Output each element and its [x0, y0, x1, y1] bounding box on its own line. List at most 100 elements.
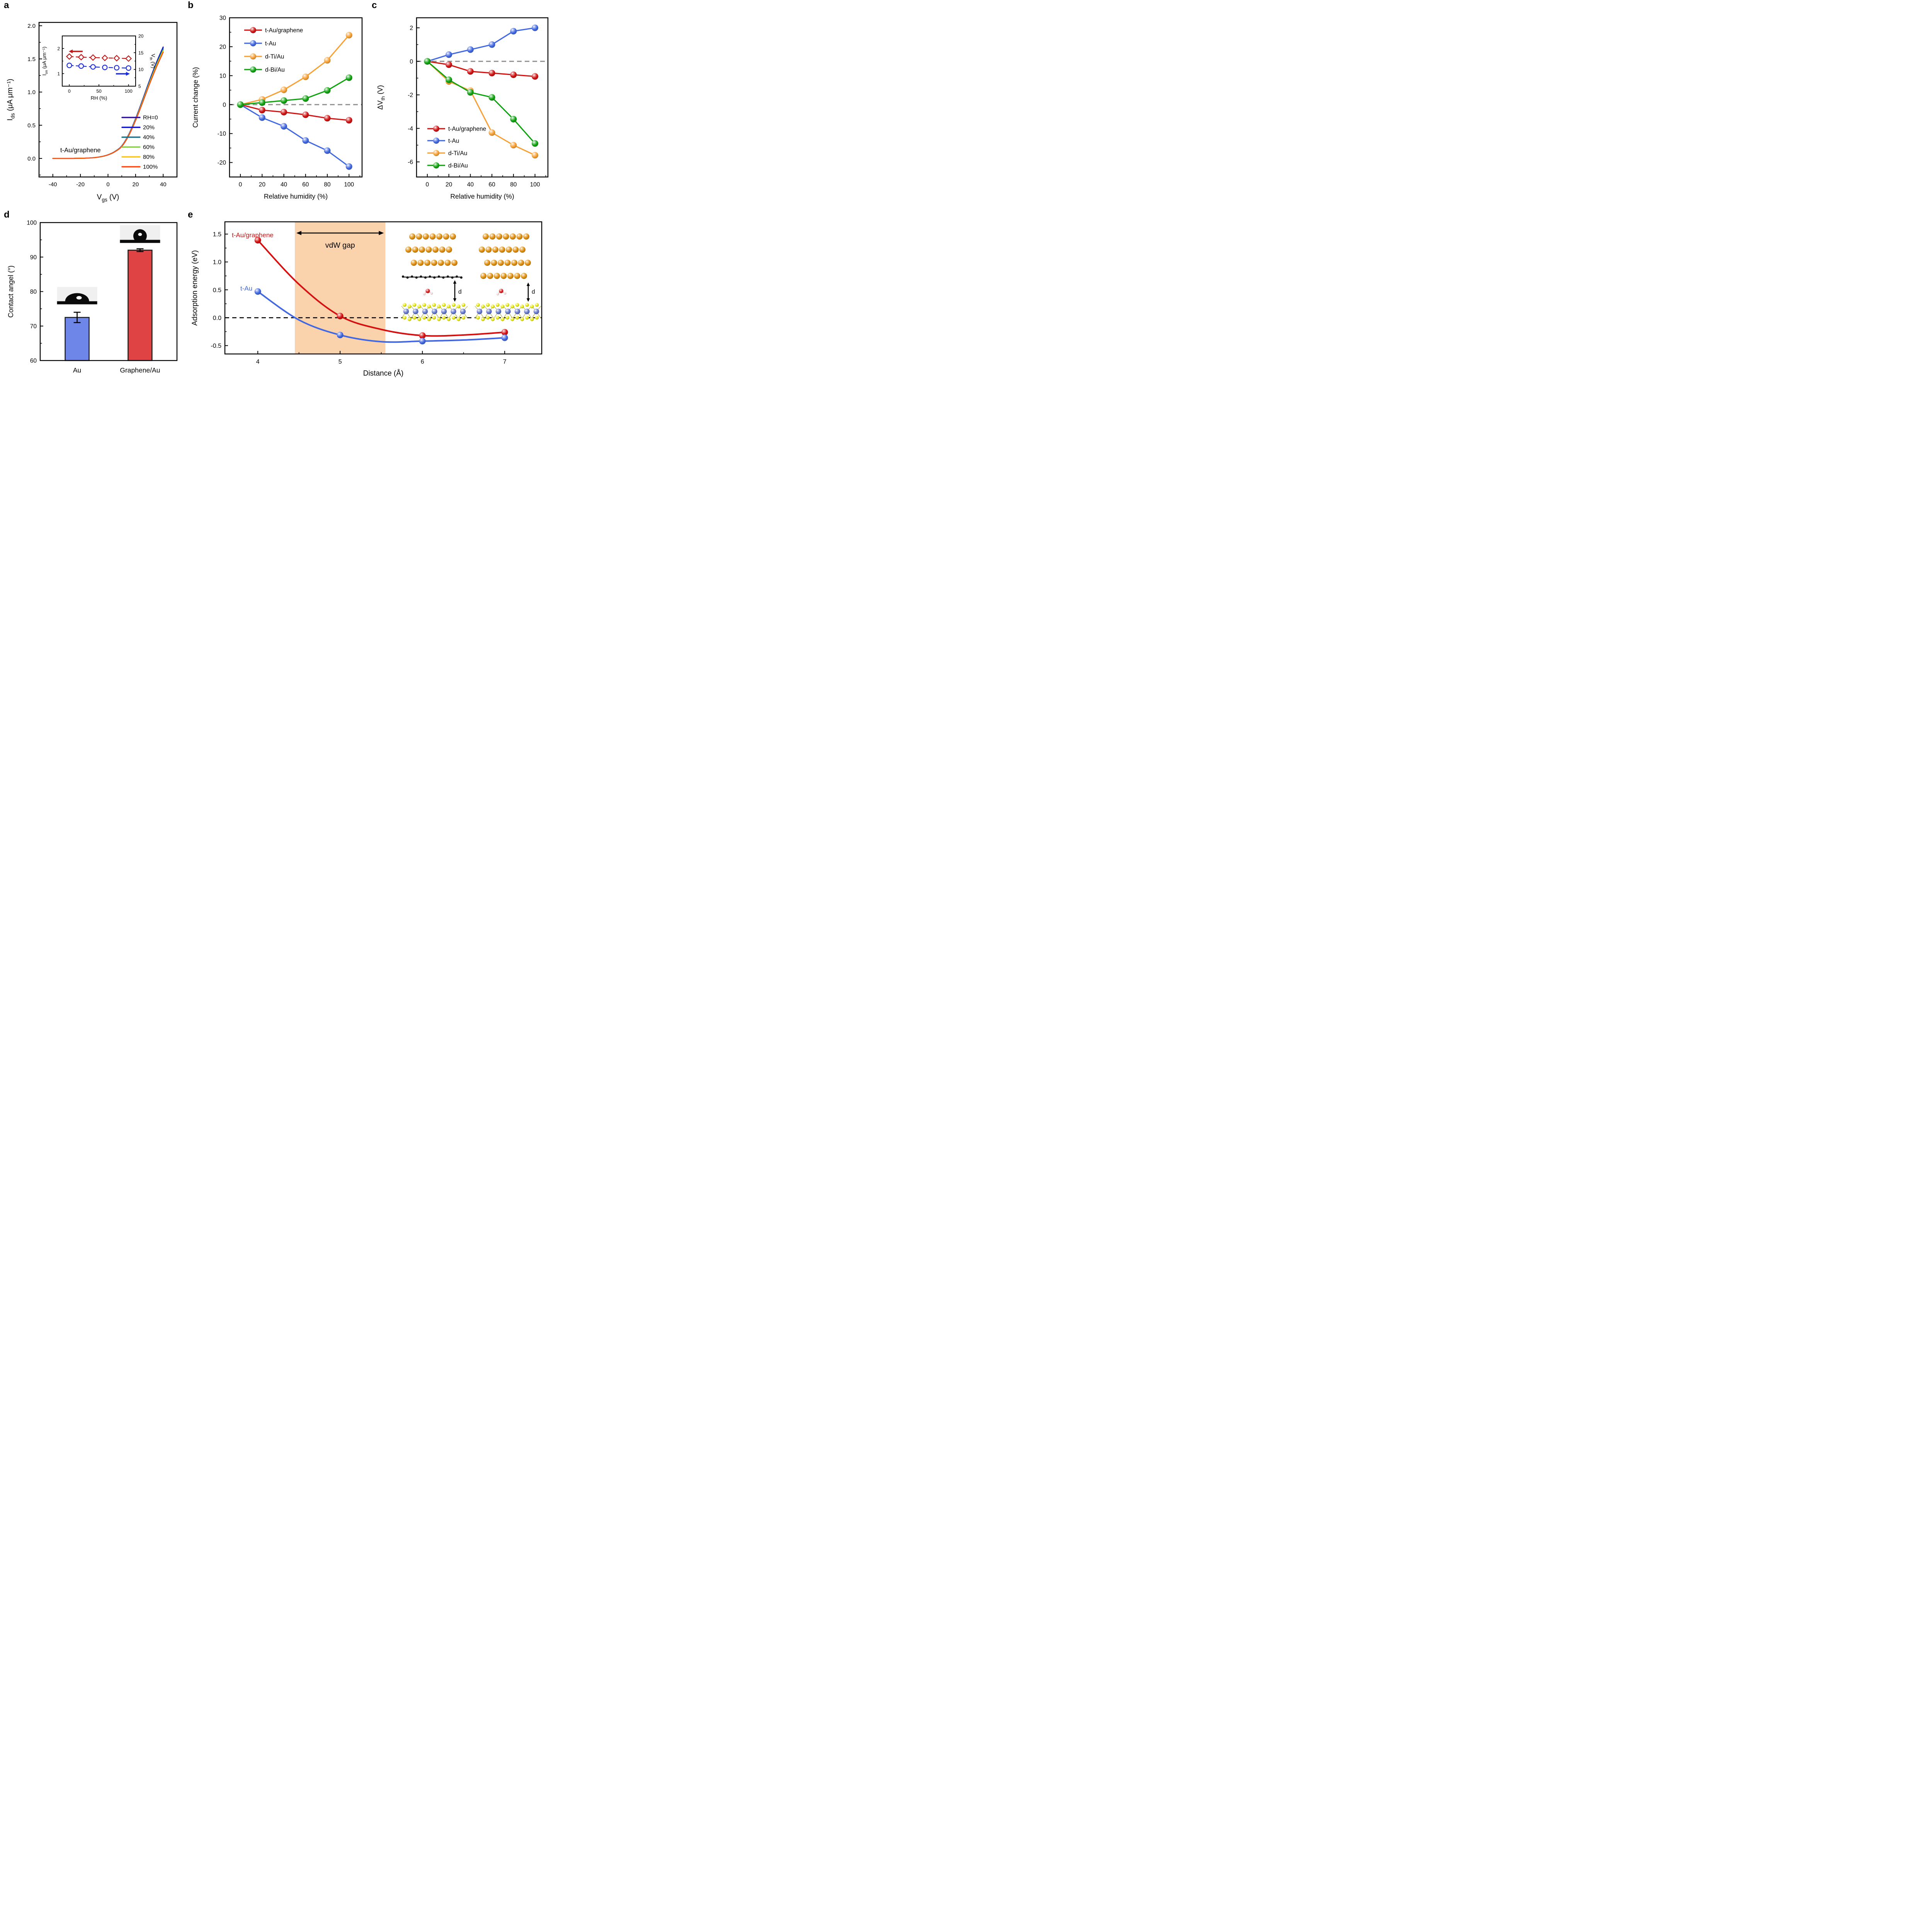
legend-item-label: 40% [143, 134, 155, 141]
data-point-marker [510, 142, 517, 149]
carbon-atom [415, 276, 418, 279]
sulfur-atom [461, 316, 466, 320]
data-point-marker [488, 94, 495, 101]
bar-Au [65, 317, 90, 361]
x-axis-title: Relative humidity (%) [264, 192, 328, 200]
oxygen-atom [499, 289, 503, 293]
x-tick-label: 40 [467, 182, 474, 188]
gold-atom [504, 260, 511, 266]
series-line-d-Ti/Au [427, 61, 536, 156]
sulfur-atom [530, 317, 534, 321]
sulfur-atom [427, 305, 431, 308]
carbon-atom [460, 276, 463, 279]
x-tick-label: 80 [510, 182, 517, 188]
category-label: Graphene/Au [120, 366, 160, 374]
tspan: th [380, 96, 386, 100]
gold-atom [499, 247, 505, 253]
energy-curve-t-Au [257, 291, 506, 343]
metal-atom [403, 308, 409, 315]
tspan: ds [10, 113, 16, 119]
legend-marker [250, 27, 256, 33]
data-point-marker [467, 46, 474, 53]
data-point-marker [510, 28, 517, 35]
data-point-marker [324, 87, 331, 94]
vth-circle-marker [102, 65, 108, 70]
data-point-marker [337, 332, 344, 339]
panel-c-threshold-shift-chart: t-Au/graphene t-Au d-Ti/Au d-Bi/Au 0 20 40 60 80… [370, 3, 554, 212]
gold-atom [507, 273, 514, 279]
sulfur-atom [456, 305, 461, 308]
y-tick-label: -20 [218, 160, 226, 166]
transfer-curve-100% [52, 52, 164, 159]
tspan: (μA μm⁻¹) [41, 47, 47, 70]
sulfur-atom [495, 316, 500, 320]
x-axis-title: Relative humidity (%) [450, 192, 514, 200]
panel-label-c: c [372, 0, 377, 10]
gold-atom [446, 247, 452, 253]
hydrogen-atom [430, 292, 433, 295]
carbon-atom [456, 275, 458, 278]
legend-marker [250, 66, 256, 73]
sulfur-atom [495, 303, 500, 307]
figure-canvas: a b c d e RH=0 20% 40% 60% 80% 100% t-Au/graph… [0, 0, 555, 381]
y-tick-label: 1.0 [27, 89, 36, 96]
x-axis-title: Distance (Å) [363, 369, 404, 378]
data-point-marker [532, 73, 539, 80]
droplet-baseline [120, 240, 160, 243]
carbon-atom [451, 276, 454, 279]
data-point-marker [302, 137, 309, 144]
gold-atom [491, 260, 497, 266]
legend-item-label: t-Au/graphene [448, 126, 486, 133]
carbon-atom [424, 276, 427, 279]
inset-x-tick-label: 50 [96, 88, 102, 94]
data-point-marker [345, 74, 352, 81]
ion-diamond-marker [113, 54, 120, 62]
x-tick-label: 5 [338, 359, 342, 365]
metal-atom [441, 308, 447, 315]
data-point-marker [302, 111, 309, 118]
oxygen-atom [425, 289, 430, 293]
y-tick-label: 80 [30, 289, 37, 295]
panel-b-current-change-chart: t-Au/graphene t-Au d-Ti/Au d-Bi/Au 0 20 40 60 80… [186, 3, 369, 212]
y-tick-label: 0 [223, 102, 226, 108]
ion-diamond-marker [66, 53, 73, 60]
gold-atom [439, 247, 446, 253]
hydrogen-atom [496, 293, 499, 296]
sulfur-atom [461, 303, 466, 307]
panel-d-svg: 60 70 80 90 100 Au Graphene/Au Contact angel (°… [7, 220, 178, 374]
series-line-t-Au [427, 27, 535, 62]
sulfur-atom [442, 316, 446, 320]
legend-item-label: 100% [143, 164, 158, 170]
y-tick-label: 1.5 [27, 56, 36, 63]
gold-atom [494, 273, 500, 279]
y-tick-label: 20 [219, 44, 226, 50]
arrowhead [453, 280, 457, 284]
carbon-atom [446, 275, 449, 278]
droplet-highlight [138, 233, 142, 236]
sulfur-atom [422, 303, 426, 307]
data-point-marker [510, 71, 517, 78]
sulfur-atom [515, 303, 519, 307]
hydrogen-atom [423, 293, 426, 296]
tspan: on [44, 70, 48, 74]
sulfur-atom [403, 316, 406, 320]
legend-item-label: 80% [143, 154, 155, 160]
vth-circle-marker [66, 63, 72, 68]
legend-marker [433, 126, 439, 132]
x-tick-label: 6 [421, 359, 424, 365]
legend-marker [433, 138, 439, 144]
y-axis-title: Ids (μA μm⁻¹) [6, 79, 16, 121]
arrowhead [453, 298, 457, 302]
inset-right-tick-label: 5 [138, 84, 141, 89]
legend-marker [433, 150, 439, 156]
legend-item-label: d-Ti/Au [265, 54, 284, 60]
sulfur-atom [456, 317, 461, 321]
data-point-marker [446, 51, 452, 58]
bar-Graphene/Au [128, 250, 153, 361]
sulfur-atom [525, 303, 529, 307]
sulfur-atom [505, 316, 510, 320]
tspan: ΔV [376, 100, 384, 110]
data-point-marker [281, 109, 287, 116]
metal-atom [451, 308, 456, 315]
metal-atom [432, 308, 437, 315]
